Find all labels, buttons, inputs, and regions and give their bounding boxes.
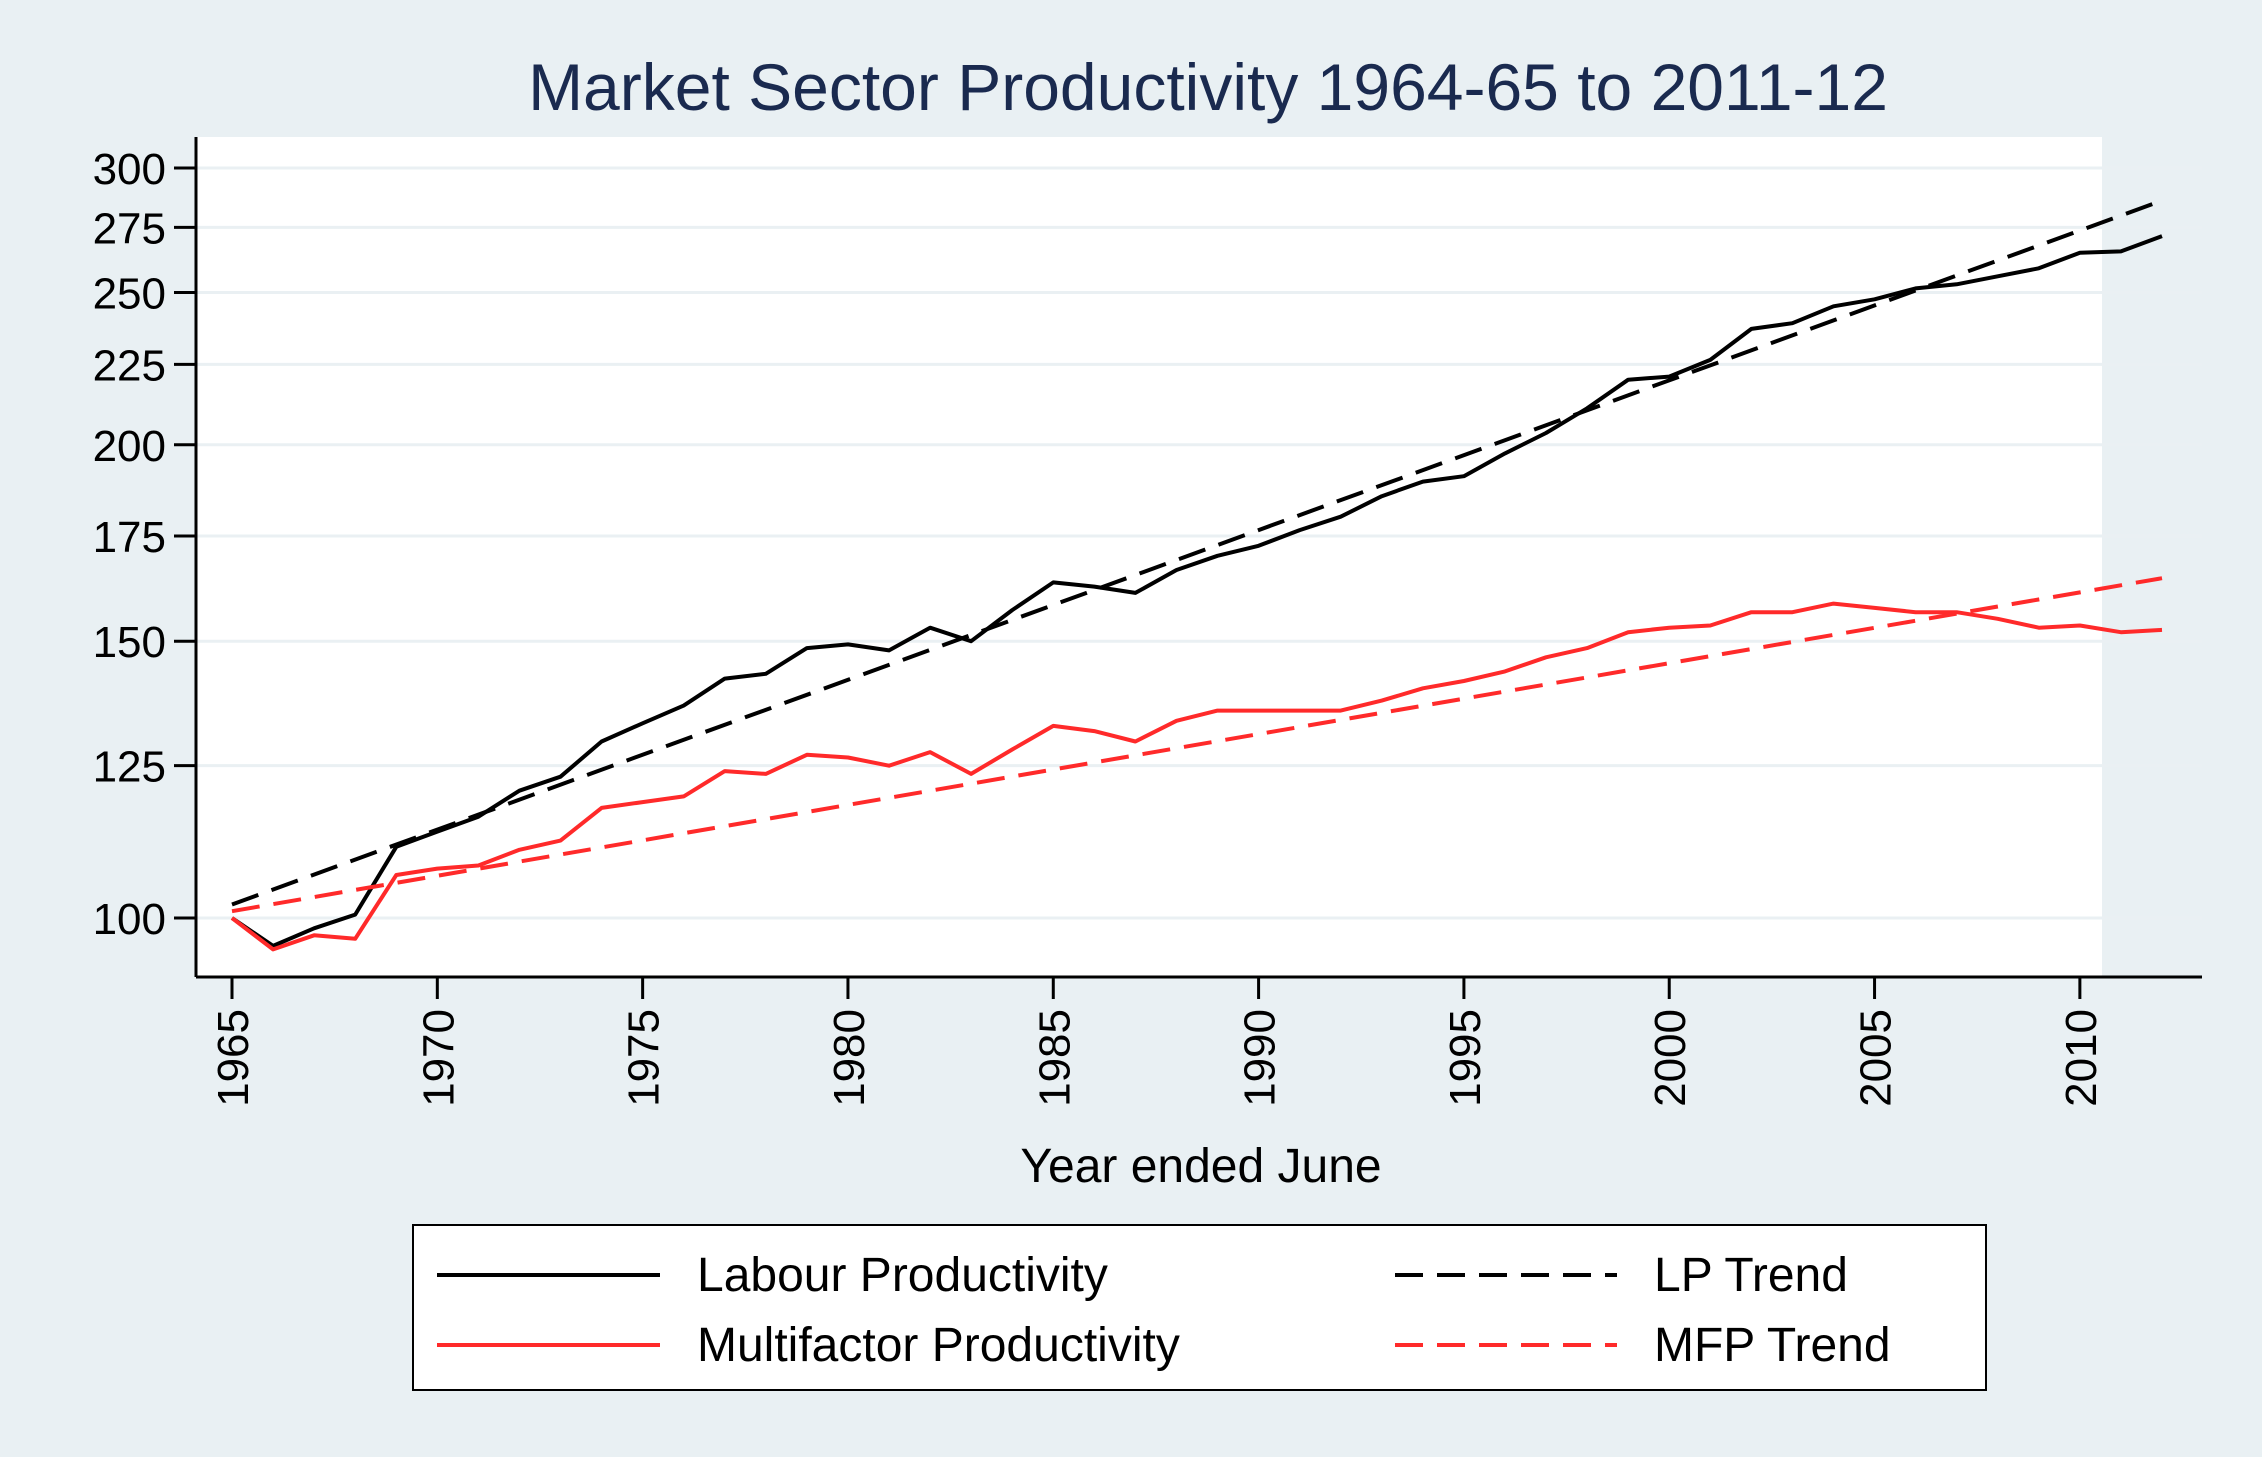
y-tick-label-100: 100	[93, 895, 166, 944]
legend-box	[412, 1224, 1987, 1391]
x-tick-label-1970: 1970	[414, 1009, 463, 1107]
y-tick-label-225: 225	[93, 341, 166, 390]
x-tick-label-2005: 2005	[1852, 1009, 1901, 1107]
y-tick-label-250: 250	[93, 269, 166, 318]
y-tick-label-300: 300	[93, 145, 166, 194]
legend-label-mfp-trend: MFP Trend	[1654, 1319, 1891, 1372]
x-tick-label-1975: 1975	[620, 1009, 669, 1107]
x-tick-label-1995: 1995	[1441, 1009, 1490, 1107]
grid-lines	[196, 166, 2202, 920]
legend-label-lp-trend: LP Trend	[1654, 1249, 1848, 1302]
x-tick-label-2000: 2000	[1646, 1009, 1695, 1107]
x-tick-label-1965: 1965	[209, 1009, 258, 1107]
x-axis-label: Year ended June	[1020, 1140, 1381, 1193]
chart-title: Market Sector Productivity 1964-65 to 20…	[528, 50, 1888, 124]
legend-label-multifactor-productivity: Multifactor Productivity	[697, 1319, 1180, 1372]
legend: Labour Productivity LP Trend Multifactor P…	[412, 1224, 1987, 1391]
y-tick-label-125: 125	[93, 743, 166, 792]
x-tick-label-1980: 1980	[825, 1009, 874, 1107]
x-tick-label-2010: 2010	[2057, 1009, 2106, 1107]
axes: 100 125 150 175 200 225 250 275 300 1965 1970 1975 1…	[93, 137, 2202, 1107]
y-tick-label-175: 175	[93, 513, 166, 562]
y-tick-label-200: 200	[93, 422, 166, 471]
series-line-labour-productivity	[230, 234, 2163, 948]
legend-label-labour-productivity: Labour Productivity	[697, 1249, 1108, 1302]
series-line-multifactor-productivity	[230, 601, 2163, 952]
series-line-mfp-trend	[231, 576, 2163, 914]
x-tick-label-1990: 1990	[1236, 1009, 1285, 1107]
series-lines	[230, 198, 2163, 952]
plot-area	[196, 137, 2102, 977]
x-tick-label-1985: 1985	[1030, 1009, 1079, 1107]
y-tick-label-275: 275	[93, 204, 166, 253]
series-line-lp-trend	[231, 198, 2163, 907]
y-tick-label-150: 150	[93, 618, 166, 667]
